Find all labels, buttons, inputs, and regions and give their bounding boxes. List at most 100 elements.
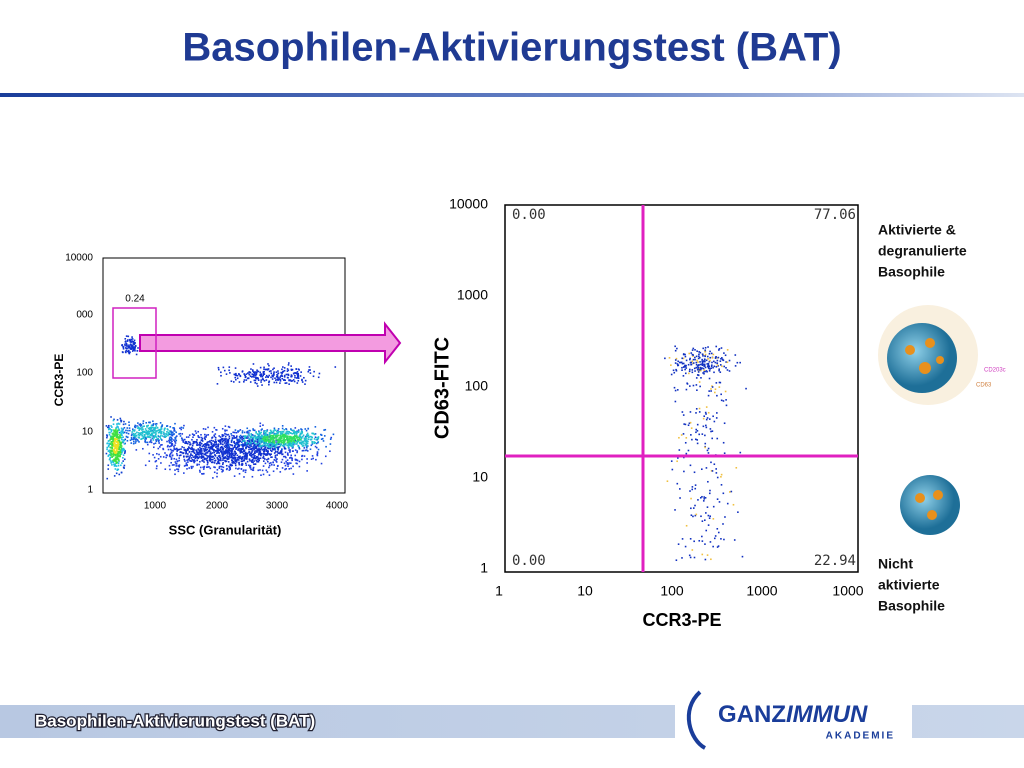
event [126, 344, 128, 347]
event [121, 430, 124, 432]
event [715, 417, 718, 419]
event [236, 377, 239, 380]
event [149, 434, 151, 437]
event [231, 444, 233, 446]
event [152, 446, 155, 449]
event [704, 353, 707, 356]
event [150, 427, 153, 430]
event [195, 453, 198, 456]
event [232, 431, 234, 434]
event [221, 437, 223, 440]
event [266, 452, 269, 454]
event [192, 436, 194, 439]
event [124, 347, 127, 349]
event [190, 467, 193, 470]
event [255, 459, 258, 462]
event [144, 428, 147, 430]
event [128, 351, 130, 354]
event [217, 460, 220, 462]
event [286, 432, 288, 434]
event [134, 436, 137, 439]
event [690, 434, 692, 436]
event [110, 436, 113, 439]
event [243, 455, 246, 458]
event [251, 369, 254, 371]
event [691, 371, 694, 374]
event [112, 454, 115, 456]
event [128, 421, 130, 424]
event [260, 474, 262, 477]
event [694, 504, 696, 507]
event [255, 439, 258, 441]
event [216, 462, 218, 465]
event [673, 371, 676, 374]
event [167, 431, 170, 434]
event [265, 433, 268, 436]
event [133, 429, 136, 431]
event [689, 411, 692, 413]
event [209, 456, 211, 459]
event [249, 464, 252, 467]
event [125, 432, 128, 434]
event [125, 342, 128, 345]
event [280, 439, 282, 442]
event [190, 457, 193, 459]
event [718, 348, 721, 350]
event [685, 388, 688, 391]
event [145, 441, 147, 444]
event [113, 465, 116, 467]
event [284, 447, 286, 450]
event [233, 442, 236, 445]
event [113, 434, 115, 437]
event [160, 462, 162, 464]
event [698, 353, 700, 356]
event [113, 418, 115, 421]
event [227, 433, 230, 436]
event [228, 446, 231, 448]
event [293, 442, 296, 444]
event [249, 446, 251, 449]
event [222, 459, 224, 461]
event [122, 454, 125, 456]
event [256, 456, 259, 458]
event [268, 453, 270, 455]
event [159, 446, 161, 448]
event [243, 380, 245, 383]
event [277, 432, 279, 434]
event [715, 382, 718, 384]
event [253, 456, 255, 459]
event [688, 368, 691, 371]
event [263, 368, 265, 370]
event [242, 440, 244, 443]
event [679, 497, 681, 499]
event [267, 368, 270, 370]
event [267, 460, 269, 463]
event [105, 452, 108, 455]
event [224, 457, 227, 459]
event [200, 449, 202, 451]
event [675, 559, 678, 562]
event [134, 442, 137, 444]
event [239, 434, 242, 437]
event [178, 457, 181, 459]
event [198, 463, 200, 466]
event [170, 445, 172, 447]
event [217, 366, 220, 369]
event [715, 345, 718, 348]
event [241, 464, 244, 466]
event [131, 338, 134, 340]
event [673, 386, 676, 389]
event [112, 442, 114, 444]
event [194, 430, 197, 432]
event [712, 353, 715, 356]
event [220, 468, 223, 471]
event [216, 452, 218, 454]
event [205, 434, 208, 437]
event [269, 437, 272, 440]
event [203, 443, 206, 446]
event [197, 453, 200, 456]
event [695, 361, 698, 364]
event [295, 368, 298, 370]
event [243, 435, 246, 437]
event [279, 433, 282, 435]
